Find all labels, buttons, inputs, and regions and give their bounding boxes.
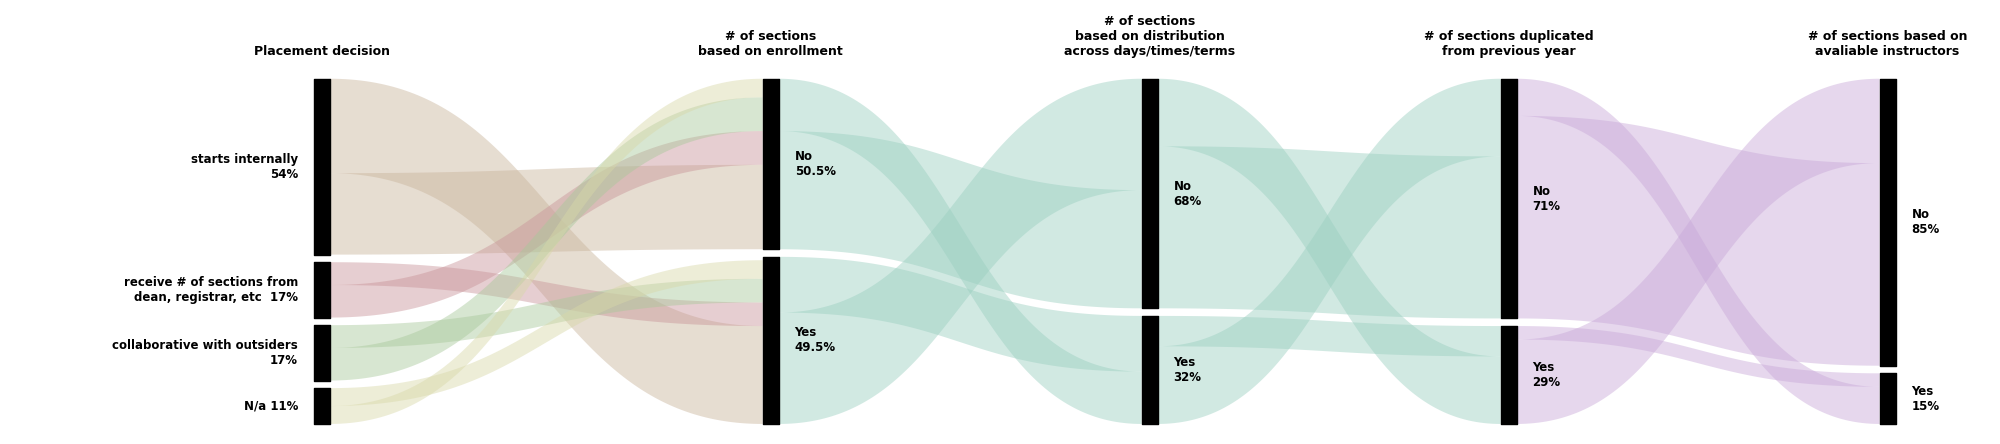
Text: No
71%: No 71% bbox=[1532, 185, 1560, 213]
Text: Yes
15%: Yes 15% bbox=[1912, 385, 1940, 412]
Text: Yes
29%: Yes 29% bbox=[1532, 361, 1560, 389]
Polygon shape bbox=[330, 279, 762, 348]
Text: N/a 11%: N/a 11% bbox=[244, 400, 298, 412]
Polygon shape bbox=[1516, 79, 1880, 424]
Polygon shape bbox=[1158, 146, 1500, 318]
Text: Yes
49.5%: Yes 49.5% bbox=[794, 326, 836, 354]
Polygon shape bbox=[778, 79, 1142, 424]
Polygon shape bbox=[330, 260, 762, 406]
Polygon shape bbox=[330, 131, 762, 317]
Polygon shape bbox=[1516, 326, 1880, 387]
Polygon shape bbox=[330, 97, 762, 381]
Text: # of sections based on
avaliable instructors: # of sections based on avaliable instruc… bbox=[1808, 30, 1968, 58]
Polygon shape bbox=[778, 79, 1142, 424]
Text: No
85%: No 85% bbox=[1912, 208, 1940, 236]
Polygon shape bbox=[1158, 316, 1500, 357]
Text: Placement decision: Placement decision bbox=[254, 45, 390, 58]
Polygon shape bbox=[778, 131, 1142, 308]
Polygon shape bbox=[1516, 79, 1880, 424]
Text: receive # of sections from
dean, registrar, etc  17%: receive # of sections from dean, registr… bbox=[124, 276, 298, 304]
Text: # of sections
based on distribution
across days/times/terms: # of sections based on distribution acro… bbox=[1064, 15, 1236, 58]
Text: Yes
32%: Yes 32% bbox=[1174, 356, 1202, 384]
Text: starts internally
54%: starts internally 54% bbox=[190, 153, 298, 181]
Polygon shape bbox=[330, 79, 762, 424]
Polygon shape bbox=[778, 257, 1142, 372]
Text: # of sections
based on enrollment: # of sections based on enrollment bbox=[698, 30, 844, 58]
Text: # of sections duplicated
from previous year: # of sections duplicated from previous y… bbox=[1424, 30, 1594, 58]
Text: No
50.5%: No 50.5% bbox=[794, 150, 836, 178]
Text: collaborative with outsiders
17%: collaborative with outsiders 17% bbox=[112, 339, 298, 367]
Polygon shape bbox=[1516, 116, 1880, 366]
Text: No
68%: No 68% bbox=[1174, 179, 1202, 207]
Polygon shape bbox=[1158, 79, 1500, 424]
Polygon shape bbox=[330, 262, 762, 326]
Polygon shape bbox=[1158, 79, 1500, 424]
Polygon shape bbox=[330, 165, 762, 254]
Polygon shape bbox=[330, 79, 762, 424]
